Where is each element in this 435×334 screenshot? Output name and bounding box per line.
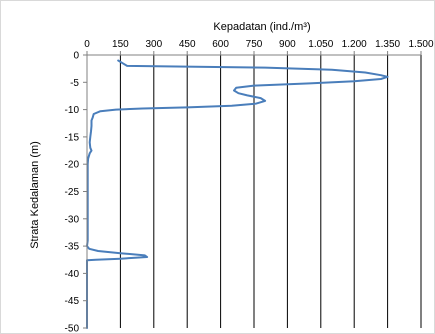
y-tick-label: -15 xyxy=(65,132,80,143)
chart-title: Kepadatan (ind./m³) xyxy=(213,21,310,33)
x-tick-label: 0 xyxy=(84,39,90,50)
y-tick-label: -45 xyxy=(65,296,80,307)
x-tick-label: 150 xyxy=(112,39,129,50)
y-axis-label: Strata Kedalaman (m) xyxy=(29,141,41,249)
x-tick-label: 1.050 xyxy=(308,39,333,50)
y-tick-label: -30 xyxy=(65,214,80,225)
x-tick-label: 1.500 xyxy=(408,39,433,50)
grid-layer xyxy=(119,55,422,328)
y-tick-label: -20 xyxy=(65,160,80,171)
y-tick-label: -25 xyxy=(65,187,80,198)
y-tick-label: -10 xyxy=(65,105,80,116)
y-tick-label: -40 xyxy=(65,269,80,280)
x-tick-label: 1.200 xyxy=(342,39,367,50)
x-tick-label: 600 xyxy=(212,39,229,50)
x-tick-label: 750 xyxy=(246,39,263,50)
tick-layer: 0 150 300 450 600 750 900 1.050 1.200 1.350 1.500 0… xyxy=(65,39,434,334)
x-tick-label: 300 xyxy=(145,39,162,50)
y-tick-label: -35 xyxy=(65,242,80,253)
y-tick-label: -5 xyxy=(70,78,79,89)
series-layer xyxy=(86,59,389,329)
y-tick-label: -50 xyxy=(65,324,80,334)
x-tick-label: 450 xyxy=(179,39,196,50)
y-tick-label: 0 xyxy=(73,51,79,62)
axis-layer xyxy=(83,51,422,329)
x-tick-label: 900 xyxy=(279,39,296,50)
x-tick-label: 1.350 xyxy=(375,39,400,50)
series-line xyxy=(86,59,389,329)
